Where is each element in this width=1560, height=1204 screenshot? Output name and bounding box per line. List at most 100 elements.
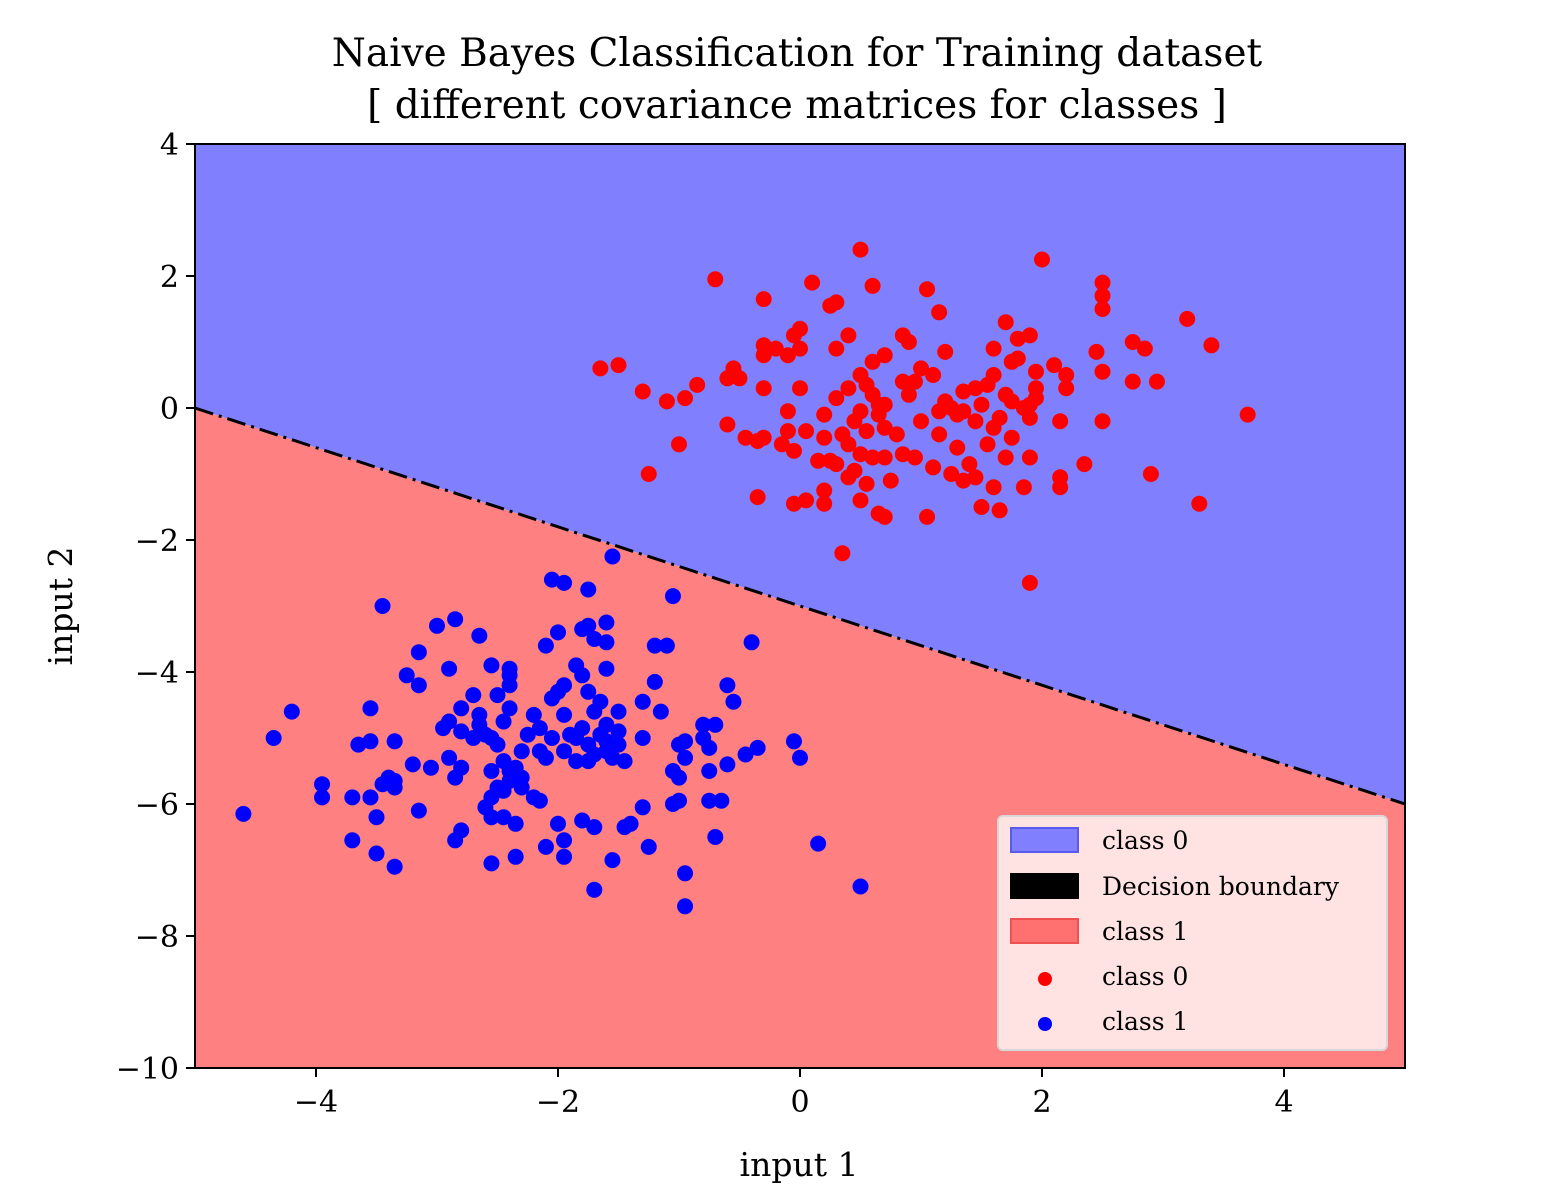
x-axis-ticks: −4 −2 0 2 4 [294, 1068, 1294, 1120]
scatter-point [447, 769, 464, 786]
legend-swatch [1010, 918, 1079, 944]
scatter-point [906, 449, 923, 466]
scatter-point [737, 746, 754, 763]
scatter-point [634, 693, 651, 710]
scatter-point [719, 370, 736, 387]
scatter-point [453, 723, 470, 740]
scatter-point [725, 693, 742, 710]
scatter-point [810, 452, 827, 469]
scatter-point [858, 475, 875, 492]
scatter-point [1009, 330, 1026, 347]
scatter-point [465, 730, 482, 746]
scatter-point [689, 376, 706, 393]
scatter-point [501, 700, 518, 717]
scatter-point [314, 776, 331, 793]
chart-title-line-1: Naive Bayes Classification for Training … [332, 31, 1263, 76]
scatter-point [592, 360, 609, 377]
scatter-point [1094, 287, 1111, 304]
scatter-point [556, 848, 573, 865]
scatter-point [1203, 337, 1220, 354]
scatter-point [997, 449, 1014, 466]
scatter-point [882, 472, 899, 489]
scatter-point [949, 439, 966, 456]
y-axis-ticks: −10 −8 −6 −4 −2 0 2 4 [116, 128, 195, 1087]
scatter-point [967, 413, 984, 430]
scatter-point [701, 739, 718, 756]
legend-item: class 0 [1010, 826, 1188, 855]
scatter-point [586, 819, 603, 836]
scatter-point [852, 241, 869, 258]
scatter-point [925, 459, 942, 476]
y-tick-label: −6 [135, 788, 179, 823]
scatter-point [955, 383, 972, 400]
scatter-point [900, 386, 917, 403]
scatter-point [531, 792, 548, 809]
scatter-point [1136, 340, 1153, 357]
scatter-point [840, 469, 857, 486]
scatter-point [677, 749, 694, 766]
scatter-point [816, 429, 833, 446]
scatter-point [483, 763, 500, 779]
y-tick-label: −10 [116, 1052, 179, 1087]
legend-label: class 0 [1102, 962, 1188, 991]
legend-swatch [1010, 827, 1079, 853]
scatter-point [386, 779, 403, 796]
scatter-point [677, 898, 694, 915]
scatter-point [779, 423, 796, 440]
scatter-point [979, 436, 996, 453]
scatter-point [610, 736, 627, 753]
scatter-point [822, 452, 839, 469]
scatter-point [876, 508, 893, 525]
scatter-point [894, 446, 911, 463]
scatter-point [616, 819, 633, 836]
scatter-point [646, 637, 663, 654]
scatter-point [537, 637, 554, 654]
series-class-0 [592, 241, 1256, 591]
scatter-point [507, 848, 524, 865]
scatter-point [961, 456, 978, 473]
scatter-point [664, 796, 681, 812]
scatter-point [1058, 380, 1075, 397]
scatter-point [1027, 390, 1044, 407]
scatter-point [495, 713, 512, 730]
scatter-point [846, 413, 863, 430]
scatter-point [1009, 350, 1026, 367]
scatter-point [543, 571, 560, 588]
scatter-point [634, 799, 651, 816]
scatter-point [646, 673, 663, 690]
scatter-point [507, 815, 524, 832]
scatter-point [265, 730, 282, 746]
y-tick-label: 0 [160, 392, 179, 427]
scatter-point [483, 855, 500, 872]
scatter-point [1094, 274, 1111, 291]
scatter-point [1239, 406, 1256, 423]
scatter-point [550, 624, 566, 641]
scatter-point [537, 838, 554, 855]
scatter-point [767, 340, 784, 357]
scatter-point [864, 277, 881, 294]
scatter-point [894, 373, 911, 390]
scatter-point [598, 614, 615, 631]
scatter-point [556, 574, 573, 591]
scatter-point [864, 353, 881, 370]
scatter-point [652, 703, 669, 720]
scatter-point [283, 703, 300, 720]
scatter-point [858, 423, 875, 440]
scatter-point [1058, 367, 1075, 383]
scatter-point [410, 677, 427, 694]
scatter-point [658, 393, 675, 410]
scatter-point [985, 419, 1002, 436]
scatter-point [900, 334, 917, 350]
scatter-point [707, 271, 724, 288]
scatter-point [749, 739, 766, 756]
scatter-point [985, 479, 1002, 496]
scatter-point [598, 634, 615, 651]
scatter-point [580, 683, 597, 700]
scatter-point [501, 677, 518, 694]
scatter-point [798, 423, 815, 440]
scatter-point [447, 611, 464, 628]
chart-title-line-2: [ different covariance matrices for clas… [367, 83, 1227, 128]
scatter-points [235, 241, 1256, 915]
scatter-point [828, 340, 845, 357]
